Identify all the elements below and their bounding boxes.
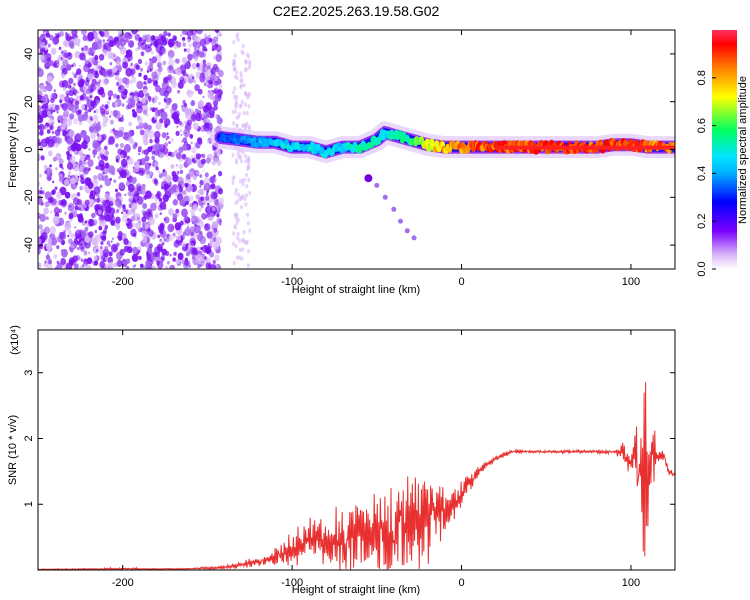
snr-frame: [37, 329, 676, 571]
spectrogram-ylabel: Frequency (Hz): [7, 112, 19, 188]
snr-multiplier: (x10⁴): [9, 325, 21, 355]
y-tick-label: 2: [23, 435, 35, 441]
colorbar-label: Normalized spectral amplitude: [737, 76, 749, 224]
x-tick-label: -100: [281, 577, 303, 589]
spectrogram-image: [38, 30, 675, 269]
snr-plot-area: [38, 382, 675, 570]
trace-point: [391, 206, 397, 212]
snr-axes: -200 -100 0 100 1 2 3: [23, 330, 675, 589]
y-tick-label: 20: [23, 96, 35, 108]
chart-title: C2E2.2025.263.19.58.G02: [273, 3, 440, 19]
colorbar-ticks: 0.0 0.2 0.4 0.6 0.8: [696, 70, 716, 277]
y-tick-label: -20: [23, 189, 35, 205]
x-tick-label: -100: [281, 276, 303, 288]
colorbar-tick-label: 0.8: [696, 70, 708, 85]
ridge-core-band: [495, 145, 675, 150]
colorbar-tick-label: 0.4: [696, 166, 708, 181]
trace-point: [404, 228, 410, 234]
x-tick-label: 100: [622, 276, 640, 288]
signal-ridge: [210, 120, 675, 164]
trace-point: [382, 194, 388, 200]
trace-point: [364, 174, 373, 183]
trace-point: [411, 235, 417, 241]
y-tick-label: 0: [23, 146, 35, 152]
trace-point: [374, 182, 380, 188]
colorbar-gradient: [712, 30, 737, 269]
snr-panel: -200 -100 0 100 1 2 3 Height of straight line …: [7, 325, 676, 596]
x-tick-label: -200: [112, 276, 134, 288]
colorbar-tick-label: 0.6: [696, 118, 708, 133]
spectrogram-xlabel: Height of straight line (km): [292, 284, 420, 296]
snr-xlabel: Height of straight line (km): [292, 584, 420, 596]
x-tick-label: 0: [458, 577, 464, 589]
y-tick-label: 1: [23, 501, 35, 507]
descending-trace: [364, 174, 417, 241]
y-tick-label: 3: [23, 370, 35, 376]
x-tick-label: -200: [112, 577, 134, 589]
trace-point: [398, 218, 403, 224]
colorbar-tick-label: 0.0: [696, 261, 708, 276]
colorbar-tick-label: 0.2: [696, 214, 708, 229]
y-tick-label: -40: [23, 237, 35, 253]
colorbar: 0.0 0.2 0.4 0.6 0.8 Normalized spectral ampl…: [696, 30, 749, 277]
y-tick-label: 40: [23, 48, 35, 60]
x-tick-label: 0: [458, 276, 464, 288]
snr-ylabel: SNR (10 * v/v): [7, 415, 19, 485]
noise-speckles: [38, 30, 252, 269]
x-tick-label: 100: [622, 577, 640, 589]
snr-series-line: [38, 382, 675, 570]
